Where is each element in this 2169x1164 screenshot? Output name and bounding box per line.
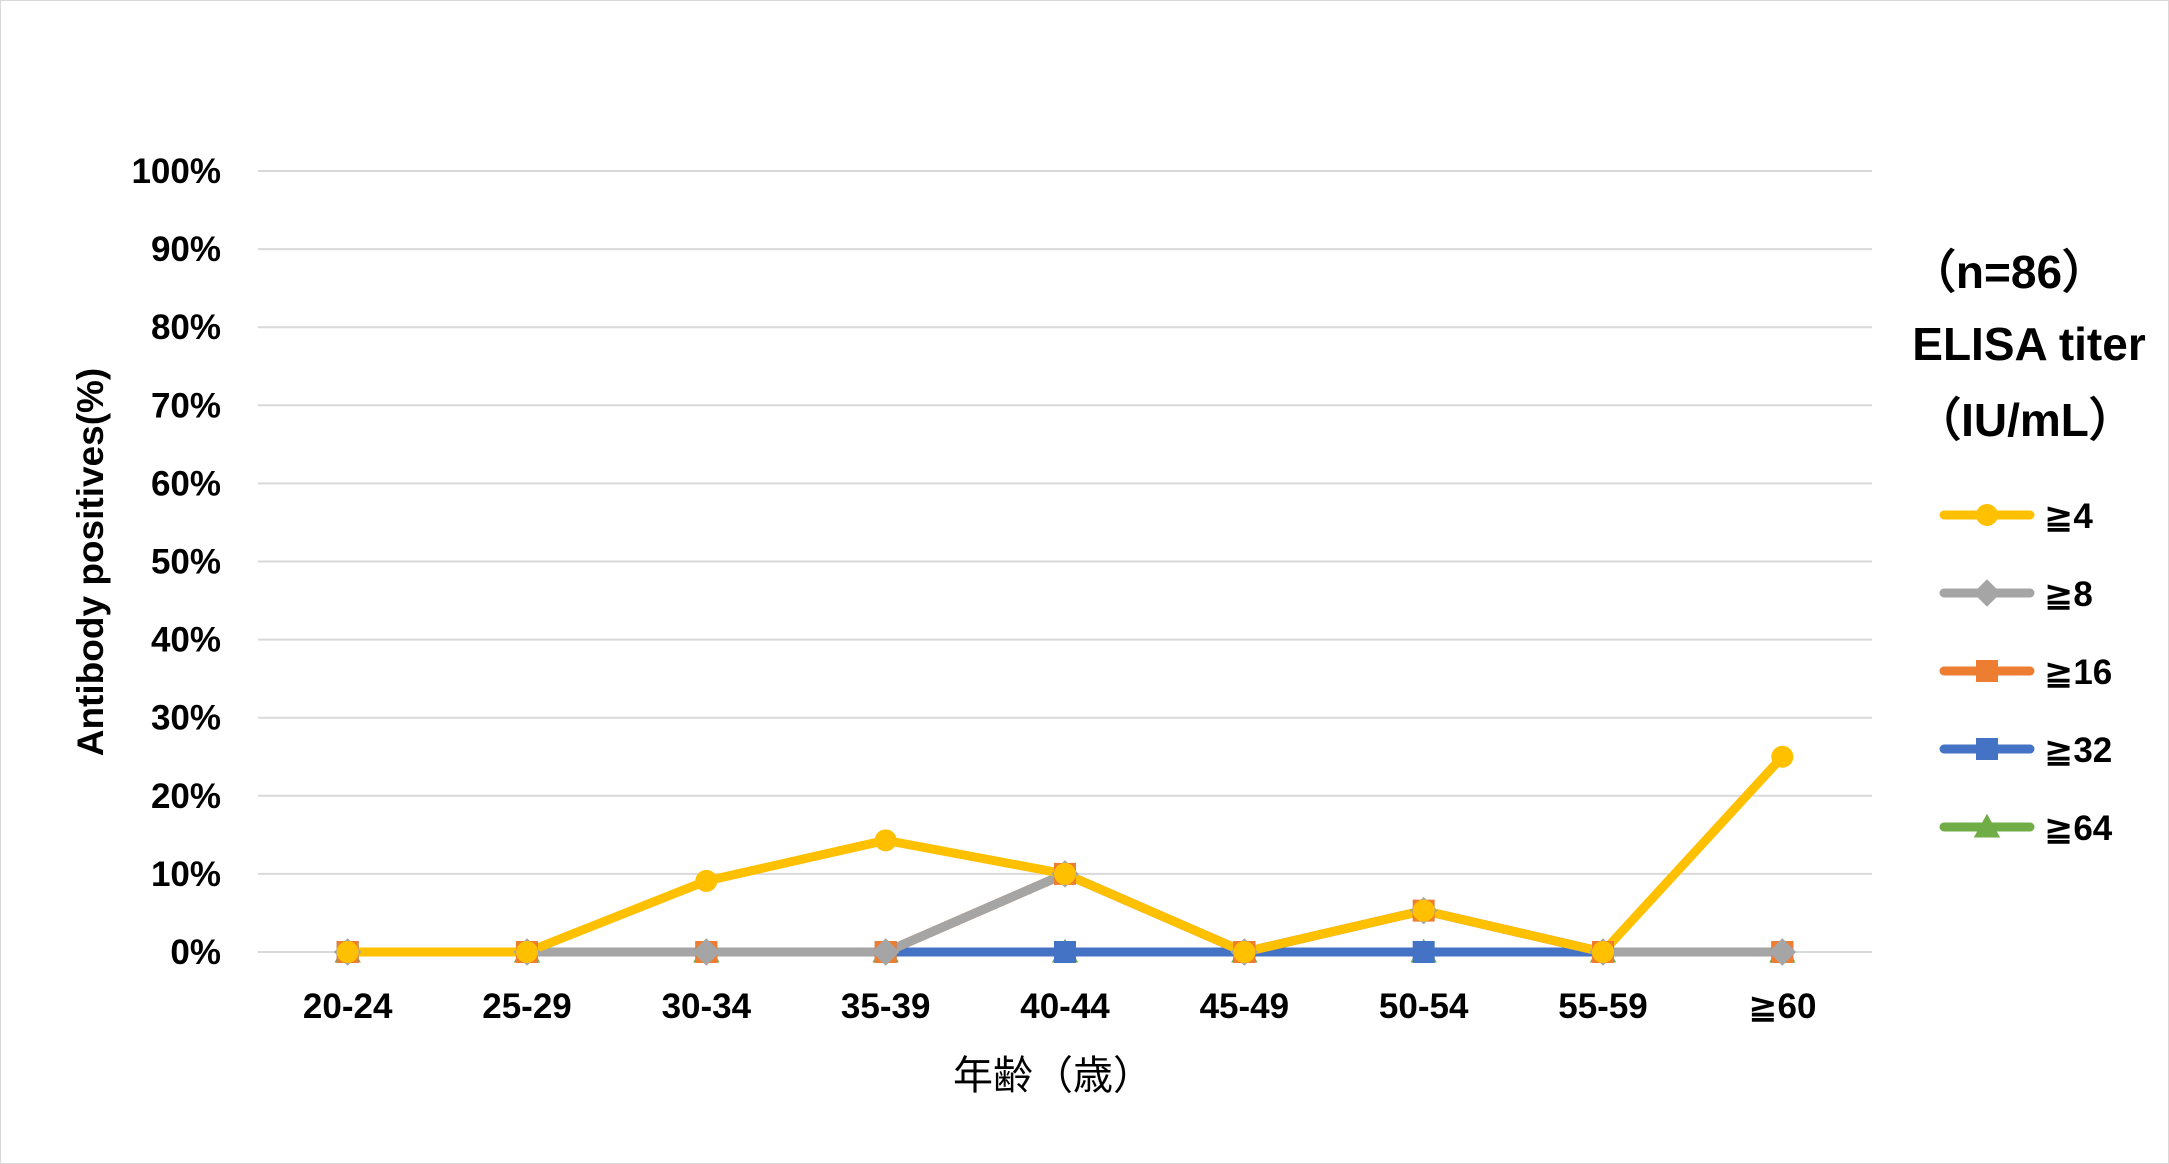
y-axis-title: Antibody positives(%) [70, 368, 111, 757]
y-tick-label: 40% [151, 621, 221, 660]
x-axis-title: 年齢（歳） [953, 1053, 1153, 1099]
data-point [1768, 938, 1797, 966]
y-tick-label: 60% [151, 464, 221, 503]
y-tick-label: 80% [151, 308, 221, 347]
x-tick-label: 45-49 [1200, 987, 1290, 1026]
legend-header-title: ELISA titer [1912, 318, 2146, 370]
series-1 [343, 752, 1787, 957]
legend-marker [1976, 738, 1998, 760]
legend-marker [1973, 579, 2001, 607]
y-tick-label: 10% [151, 855, 221, 894]
data-point [1412, 941, 1435, 963]
x-tick-label: 40-44 [1020, 987, 1110, 1026]
legend-item: ≧32 [1939, 731, 2112, 770]
legend-item: ≧16 [1939, 653, 2112, 692]
y-tick-label: 100% [131, 152, 221, 191]
data-point [692, 938, 721, 966]
x-tick-label: 30-34 [662, 987, 752, 1026]
legend-item: ≧8 [1939, 575, 2093, 614]
gridlines [258, 170, 1872, 953]
legend-label: ≧8 [2044, 575, 2093, 614]
series-lines [343, 752, 1787, 957]
x-tick-label: ≧60 [1748, 987, 1816, 1026]
y-tick-labels: 0% 10% 20% 30% 40% 50% 60% 70% 80% 90% 100% [131, 152, 221, 972]
data-point [874, 829, 897, 852]
legend-header-n: （n=86） [1910, 246, 2108, 298]
data-point [336, 941, 359, 963]
data-point [871, 938, 900, 966]
y-tick-label: 50% [151, 543, 221, 582]
legend-marker [1973, 813, 2001, 838]
data-point [1233, 941, 1256, 963]
data-point [1054, 862, 1076, 885]
x-tick-label: 20-24 [303, 987, 393, 1026]
legend-marker [1976, 504, 1998, 526]
x-tick-label: 50-54 [1379, 987, 1469, 1026]
series-line [343, 752, 1787, 957]
legend-marker [1976, 660, 1998, 682]
legend-label: ≧32 [2044, 731, 2112, 770]
y-tick-label: 0% [170, 933, 221, 972]
legend-label: ≧16 [2044, 653, 2112, 692]
series-1-markers [336, 745, 1794, 963]
legend-header-unit: （IU/mL） [1915, 394, 2135, 446]
data-point [1412, 899, 1435, 922]
legend-item: ≧64 [1939, 809, 2113, 848]
x-tick-label: 35-39 [841, 987, 931, 1026]
x-tick-label: 25-29 [482, 987, 572, 1026]
data-point [1592, 941, 1614, 963]
legend-item: ≧4 [1939, 497, 2093, 536]
legend: （n=86） ELISA titer （IU/mL） ≧4 ≧8 ≧16 ≧32 ≧64 [1910, 246, 2146, 848]
data-point [1054, 941, 1076, 963]
data-point [1771, 745, 1794, 768]
legend-label: ≧4 [2044, 497, 2093, 536]
legend-label: ≧64 [2044, 809, 2113, 848]
x-tick-label: 55-59 [1558, 987, 1648, 1026]
y-tick-label: 30% [151, 699, 221, 738]
y-tick-label: 20% [151, 777, 221, 816]
series-markers [333, 745, 1797, 966]
data-point [695, 869, 718, 892]
y-tick-label: 70% [151, 386, 221, 425]
x-tick-labels: 20-24 25-29 30-34 35-39 40-44 45-49 50-54 55-59… [303, 987, 1817, 1026]
data-point [516, 941, 538, 963]
y-tick-label: 90% [151, 230, 221, 269]
